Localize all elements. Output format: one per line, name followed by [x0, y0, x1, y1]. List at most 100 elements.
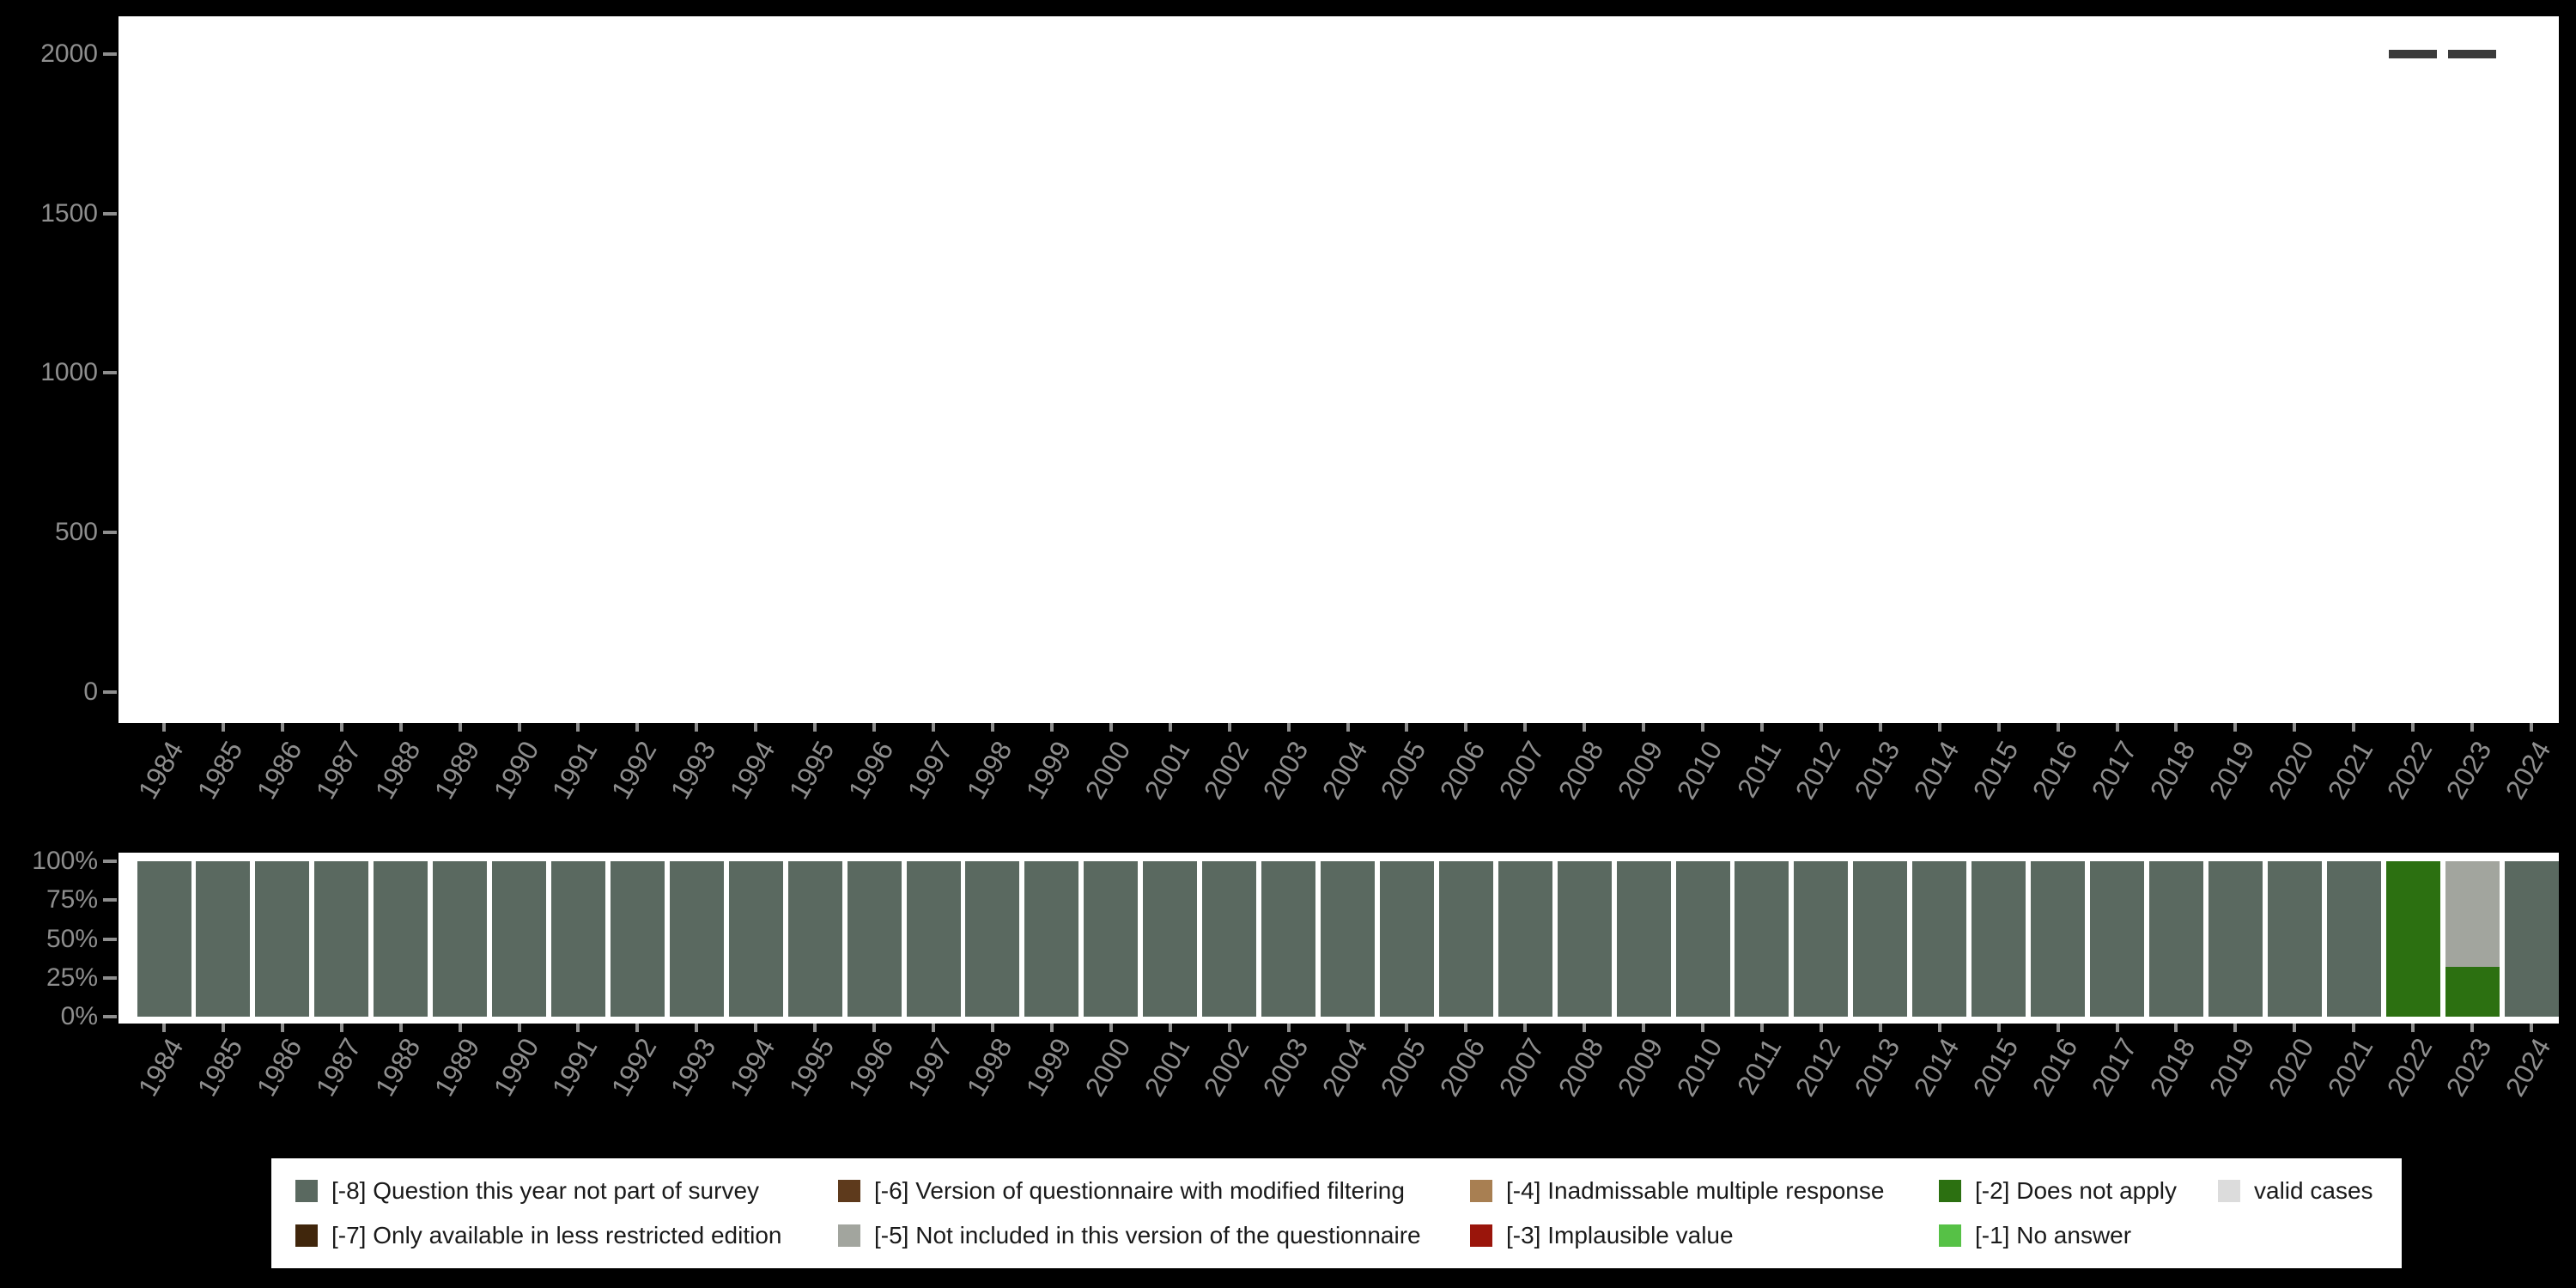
legend-item: [-4] Inadmissable multiple response	[1470, 1170, 1884, 1212]
percent-chart-x-tick-mark	[1405, 1024, 1409, 1032]
stacked-bar-segment-1996-code-8	[847, 861, 902, 1017]
stacked-bar-segment-2017-code-8	[2090, 861, 2145, 1017]
stacked-bar-segment-2016-code-8	[2031, 861, 2086, 1017]
stacked-bar-segment-2013-code-8	[1853, 861, 1908, 1017]
percent-chart-x-tick-mark	[754, 1024, 758, 1032]
percent-chart-x-tick-mark	[1937, 1024, 1941, 1032]
percent-chart-x-tick-mark	[280, 1024, 284, 1032]
percent-chart-x-tick-mark	[1049, 1024, 1054, 1032]
percent-chart-x-tick-mark	[2411, 1024, 2415, 1032]
legend-item: valid cases	[2218, 1170, 2373, 1212]
stacked-bar-segment-2022-code-2	[2385, 861, 2440, 1017]
stacked-bar-segment-1995-code-8	[787, 861, 842, 1017]
stacked-bar-segment-2003-code-8	[1261, 861, 1316, 1017]
percent-chart-x-tick-mark	[1523, 1024, 1528, 1032]
percent-chart-x-tick-mark	[517, 1024, 521, 1032]
counts-chart-x-tick-mark	[1819, 723, 1823, 732]
percent-y-tick-mark	[103, 860, 117, 863]
counts-chart-x-tick-mark	[280, 723, 284, 732]
counts-chart-x-tick-mark	[2530, 723, 2533, 732]
percent-chart-x-tick-mark	[221, 1024, 225, 1032]
percent-y-tick-label: 75%	[46, 885, 98, 914]
counts-y-tick-mark	[103, 371, 117, 375]
percent-chart-x-tick-mark	[2293, 1024, 2297, 1032]
counts-chart-x-tick-mark	[1642, 723, 1646, 732]
stacked-bar-segment-2001-code-8	[1143, 861, 1198, 1017]
counts-chart-x-tick-mark	[2115, 723, 2119, 732]
counts-chart-x-tick-mark	[635, 723, 640, 732]
stacked-bar-segment-2014-code-8	[1912, 861, 1967, 1017]
counts-chart-x-tick-mark	[1523, 723, 1528, 732]
counts-y-tick-label: 1000	[40, 358, 98, 387]
stacked-bar-segment-2019-code-8	[2208, 861, 2263, 1017]
counts-chart-x-tick-mark	[576, 723, 580, 732]
percent-y-tick-mark	[103, 975, 117, 980]
stacked-bar-segment-2012-code-8	[1794, 861, 1849, 1017]
stacked-bar-segment-2005-code-8	[1379, 861, 1434, 1017]
percent-chart-x-tick-mark	[813, 1024, 817, 1032]
percent-chart-x-tick-mark	[1109, 1024, 1113, 1032]
counts-chart-x-tick-mark	[2352, 723, 2356, 732]
legend-item: [-7] Only available in less restricted e…	[295, 1215, 781, 1256]
counts-chart-x-tick-mark	[872, 723, 877, 732]
counts-chart-x-tick-mark	[221, 723, 225, 732]
percent-y-tick-mark	[103, 1015, 117, 1018]
counts-chart-x-tick-mark	[932, 723, 936, 732]
stacked-bar-segment-2015-code-8	[1971, 861, 2026, 1017]
counts-chart-x-tick-mark	[1405, 723, 1409, 732]
legend-label: [-3] Implausible value	[1506, 1222, 1734, 1249]
stacked-bar-segment-2002-code-8	[1202, 861, 1257, 1017]
percent-chart-x-tick-mark	[695, 1024, 699, 1032]
counts-y-tick-mark	[103, 690, 117, 694]
legend-label: [-1] No answer	[1975, 1222, 2132, 1249]
percent-chart-x-tick-mark	[932, 1024, 936, 1032]
counts-chart-panel	[118, 16, 2559, 723]
stacked-bar-segment-2018-code-8	[2148, 861, 2203, 1017]
counts-y-tick-mark	[103, 530, 117, 534]
legend-swatch--7	[295, 1224, 318, 1247]
legend-item: [-8] Question this year not part of surv…	[295, 1170, 759, 1212]
counts-y-tick-label: 0	[83, 677, 98, 706]
counts-chart-x-tick-mark	[754, 723, 758, 732]
percent-chart-x-tick-mark	[635, 1024, 640, 1032]
percent-chart-x-tick-mark	[1464, 1024, 1468, 1032]
counts-chart-x-tick-mark	[1286, 723, 1291, 732]
percent-chart-x-tick-mark	[398, 1024, 403, 1032]
legend-swatch--8	[295, 1180, 318, 1202]
stacked-bar-segment-2020-code-8	[2267, 861, 2322, 1017]
counts-chart-x-tick-mark	[2174, 723, 2178, 732]
count-dash-marker	[2389, 50, 2438, 58]
counts-chart-x-tick-mark	[1701, 723, 1705, 732]
percent-y-tick-mark	[103, 937, 117, 941]
percent-chart-x-tick-mark	[576, 1024, 580, 1032]
stacked-bar-segment-1985-code-8	[196, 861, 251, 1017]
stacked-bar-segment-1987-code-8	[314, 861, 369, 1017]
counts-chart-x-tick-mark	[695, 723, 699, 732]
percent-chart-x-tick-mark	[872, 1024, 877, 1032]
chart-legend: [-8] Question this year not part of surv…	[271, 1158, 2402, 1268]
percent-y-tick-label: 0%	[60, 1002, 98, 1030]
percent-chart-x-tick-mark	[339, 1024, 343, 1032]
percent-chart-x-tick-mark	[162, 1024, 166, 1032]
percent-chart-x-tick-mark	[1819, 1024, 1823, 1032]
counts-chart-x-tick-mark	[2470, 723, 2475, 732]
stacked-bar-segment-2023-code-2	[2445, 967, 2500, 1017]
percent-chart-x-tick-mark	[990, 1024, 994, 1032]
counts-chart-x-tick-mark	[2293, 723, 2297, 732]
legend-item: [-3] Implausible value	[1470, 1215, 1734, 1256]
counts-chart-x-tick-mark	[1464, 723, 1468, 732]
percent-chart-x-tick-mark	[2056, 1024, 2060, 1032]
stacked-bar-segment-2009-code-8	[1616, 861, 1671, 1017]
percent-y-tick-label: 100%	[32, 847, 98, 875]
legend-label: [-4] Inadmissable multiple response	[1506, 1177, 1885, 1204]
stacked-bar-segment-2007-code-8	[1498, 861, 1552, 1017]
stacked-bar-segment-2004-code-8	[1321, 861, 1375, 1017]
counts-chart-x-tick-mark	[1583, 723, 1587, 732]
counts-chart-x-tick-mark	[1346, 723, 1350, 732]
counts-chart-x-tick-mark	[1878, 723, 1882, 732]
counts-chart-x-tick-mark	[813, 723, 817, 732]
legend-swatch--5	[838, 1224, 860, 1247]
legend-label: [-6] Version of questionnaire with modif…	[874, 1177, 1405, 1204]
legend-label: [-2] Does not apply	[1975, 1177, 2178, 1204]
